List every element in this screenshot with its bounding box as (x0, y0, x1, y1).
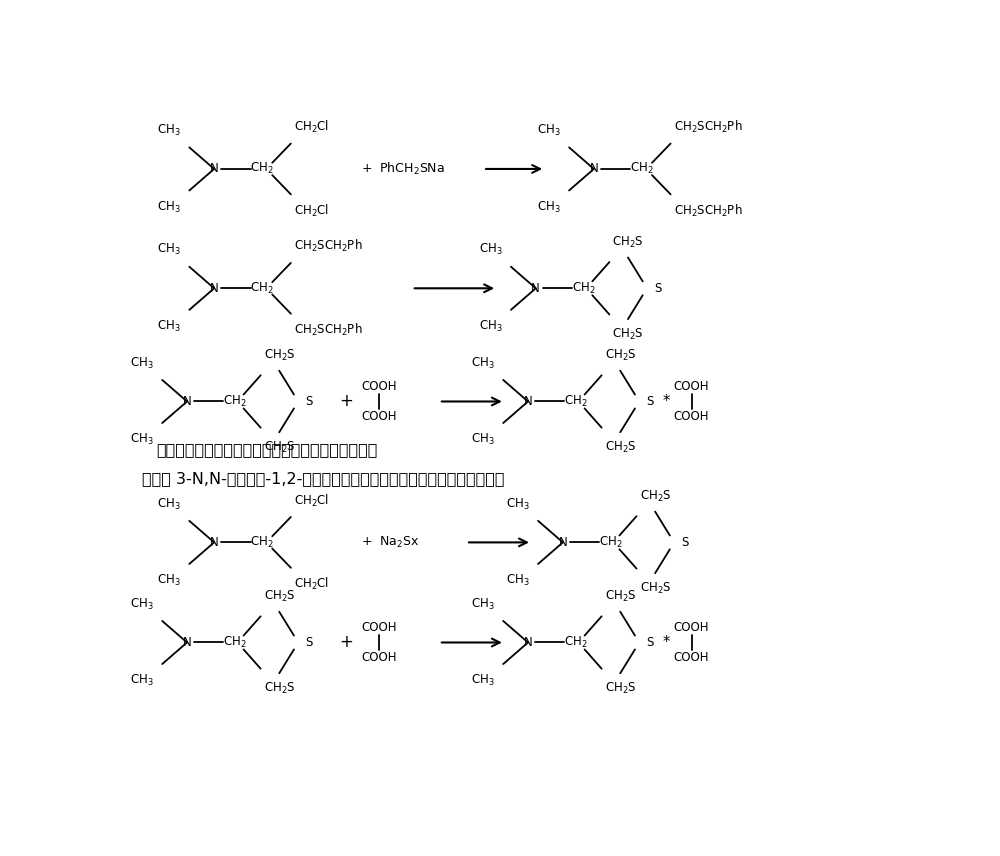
Text: S: S (306, 636, 313, 649)
Text: CH$_2$Cl: CH$_2$Cl (294, 576, 329, 592)
Text: CH$_3$: CH$_3$ (479, 319, 502, 334)
Text: CH$_2$: CH$_2$ (223, 394, 247, 409)
Text: COOH: COOH (674, 651, 709, 664)
Text: +: + (339, 393, 353, 411)
Text: CH$_3$: CH$_3$ (471, 355, 495, 371)
Text: CH$_3$: CH$_3$ (471, 674, 495, 688)
Text: COOH: COOH (361, 379, 397, 393)
Text: S: S (647, 395, 654, 408)
Text: CH$_2$S: CH$_2$S (640, 581, 671, 596)
Text: COOH: COOH (361, 651, 397, 664)
Text: CH$_3$: CH$_3$ (157, 496, 181, 512)
Text: N: N (558, 536, 567, 549)
Text: CH$_3$: CH$_3$ (157, 242, 181, 258)
Text: 三、由 3-N,N-二甲胺基-1,2-二氯丙烷与多硫化钓反应，再与草酸生成产品。: 三、由 3-N,N-二甲胺基-1,2-二氯丙烷与多硫化钓反应，再与草酸生成产品。 (142, 471, 505, 486)
Text: N: N (531, 282, 540, 294)
Text: CH$_2$S: CH$_2$S (605, 681, 636, 696)
Text: +: + (339, 633, 353, 651)
Text: N: N (210, 282, 218, 294)
Text: COOH: COOH (361, 621, 397, 633)
Text: CH$_2$S: CH$_2$S (612, 327, 644, 342)
Text: COOH: COOH (674, 621, 709, 633)
Text: CH$_3$: CH$_3$ (130, 432, 154, 448)
Text: CH$_2$SCH$_2$Ph: CH$_2$SCH$_2$Ph (674, 119, 742, 135)
Text: CH$_2$Cl: CH$_2$Cl (294, 203, 329, 219)
Text: CH$_2$: CH$_2$ (250, 162, 274, 176)
Text: N: N (210, 536, 218, 549)
Text: CH$_3$: CH$_3$ (157, 574, 181, 588)
Text: S: S (306, 395, 313, 408)
Text: N: N (524, 395, 532, 408)
Text: CH$_2$S: CH$_2$S (264, 681, 295, 696)
Text: S: S (647, 636, 654, 649)
Text: CH$_2$S: CH$_2$S (264, 440, 295, 455)
Text: CH$_2$S: CH$_2$S (640, 489, 671, 504)
Text: CH$_2$S: CH$_2$S (264, 348, 295, 363)
Text: CH$_2$S: CH$_2$S (264, 589, 295, 604)
Text: CH$_2$: CH$_2$ (250, 535, 274, 550)
Text: CH$_2$Cl: CH$_2$Cl (294, 119, 329, 135)
Text: CH$_2$: CH$_2$ (599, 535, 623, 550)
Text: S: S (681, 536, 689, 549)
Text: CH$_2$: CH$_2$ (564, 635, 588, 650)
Text: CH$_2$SCH$_2$Ph: CH$_2$SCH$_2$Ph (674, 203, 742, 219)
Text: CH$_2$: CH$_2$ (630, 162, 654, 176)
Text: CH$_2$SCH$_2$Ph: CH$_2$SCH$_2$Ph (294, 322, 362, 338)
Text: N: N (210, 163, 218, 175)
Text: CH$_3$: CH$_3$ (506, 496, 530, 512)
Text: +  PhCH$_2$SNa: + PhCH$_2$SNa (361, 161, 445, 177)
Text: *: * (662, 394, 670, 409)
Text: CH$_3$: CH$_3$ (479, 242, 502, 258)
Text: CH$_3$: CH$_3$ (537, 199, 561, 215)
Text: CH$_3$: CH$_3$ (537, 123, 561, 138)
Text: N: N (183, 636, 191, 649)
Text: CH$_2$S: CH$_2$S (605, 348, 636, 363)
Text: +  Na$_2$Sx: + Na$_2$Sx (361, 535, 420, 550)
Text: CH$_3$: CH$_3$ (506, 574, 530, 588)
Text: CH$_3$: CH$_3$ (157, 123, 181, 138)
Text: CH$_3$: CH$_3$ (130, 355, 154, 371)
Text: COOH: COOH (674, 379, 709, 393)
Text: CH$_2$: CH$_2$ (564, 394, 588, 409)
Text: CH$_2$Cl: CH$_2$Cl (294, 492, 329, 508)
Text: CH$_2$S: CH$_2$S (605, 589, 636, 604)
Text: CH$_2$S: CH$_2$S (612, 235, 644, 250)
Text: COOH: COOH (674, 410, 709, 424)
Text: CH$_3$: CH$_3$ (471, 432, 495, 448)
Text: CH$_3$: CH$_3$ (157, 319, 181, 334)
Text: CH$_2$: CH$_2$ (223, 635, 247, 650)
Text: CH$_3$: CH$_3$ (471, 597, 495, 612)
Text: N: N (524, 636, 532, 649)
Text: N: N (590, 163, 598, 175)
Text: CH$_2$SCH$_2$Ph: CH$_2$SCH$_2$Ph (294, 238, 362, 254)
Text: CH$_3$: CH$_3$ (130, 674, 154, 688)
Text: COOH: COOH (361, 410, 397, 424)
Text: S: S (654, 282, 662, 294)
Text: CH$_3$: CH$_3$ (130, 597, 154, 612)
Text: CH$_3$: CH$_3$ (157, 199, 181, 215)
Text: CH$_2$: CH$_2$ (250, 281, 274, 296)
Text: *: * (662, 635, 670, 650)
Text: CH$_2$: CH$_2$ (572, 281, 596, 296)
Text: 该工艺硫醇法工艺收率低，工艺复杂，产品质量差。: 该工艺硫醇法工艺收率低，工艺复杂，产品质量差。 (156, 443, 377, 457)
Text: CH$_2$S: CH$_2$S (605, 440, 636, 455)
Text: N: N (183, 395, 191, 408)
